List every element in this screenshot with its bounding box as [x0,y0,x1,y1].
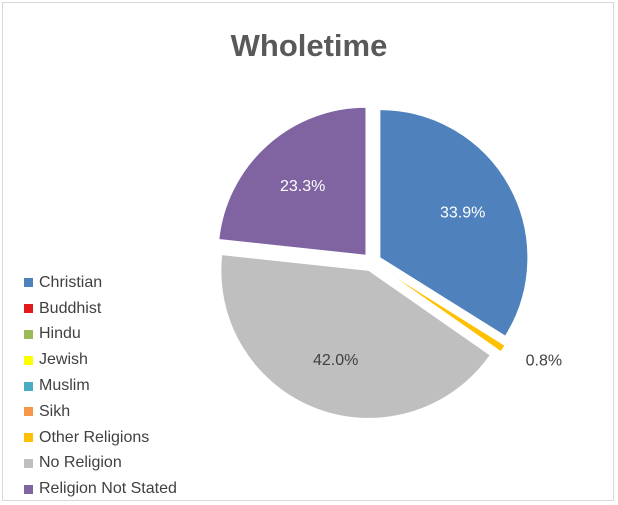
data-label-no-religion: 42.0% [313,352,358,369]
legend-label: No Religion [39,454,122,472]
data-label-religion-not-stated: 23.3% [280,178,325,195]
legend-swatch [24,304,33,314]
pie-slice-religion-not-stated [218,106,367,256]
legend-item-sikh: Sikh [24,399,177,425]
legend-item-buddhist: Buddhist [24,296,177,322]
legend-label: Muslim [39,377,90,395]
legend-label: Other Religions [39,428,150,446]
legend-swatch [24,458,33,468]
legend-item-muslim: Muslim [24,373,177,399]
legend-swatch [24,329,33,339]
data-label-other-religions: 0.8% [526,353,562,370]
legend: Christian Buddhist Hindu Jewish Muslim Sikh Ot… [24,270,177,502]
legend-swatch [24,278,33,288]
pie-slice-no-religion [220,254,491,419]
legend-swatch [24,407,33,417]
legend-swatch [24,433,33,443]
legend-item-hindu: Hindu [24,322,177,348]
legend-swatch [24,355,33,365]
legend-label: Jewish [39,351,88,369]
legend-item-no-religion: No Religion [24,451,177,477]
legend-label: Christian [39,273,103,291]
legend-label: Buddhist [39,299,102,317]
pie-slice-other-religions [379,266,506,353]
legend-label: Religion Not Stated [39,480,177,498]
legend-item-jewish: Jewish [24,347,177,373]
legend-label: Hindu [39,325,81,343]
chart-title: Wholetime [230,28,388,63]
data-label-christian: 33.9% [440,205,485,222]
legend-item-christian: Christian [24,270,177,296]
legend-label: Sikh [39,402,71,420]
pie-slice-christian [379,109,529,337]
legend-item-religion-not-stated: Religion Not Stated [24,476,177,502]
legend-swatch [24,484,33,494]
legend-swatch [24,381,33,391]
legend-item-other-religions: Other Religions [24,425,177,451]
